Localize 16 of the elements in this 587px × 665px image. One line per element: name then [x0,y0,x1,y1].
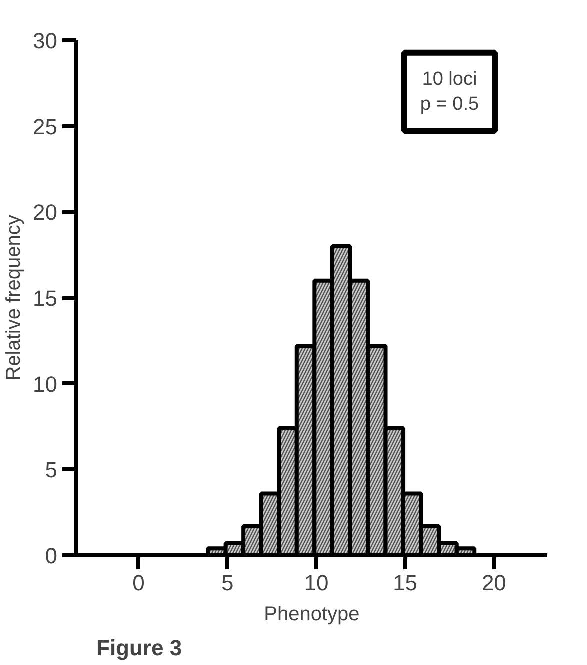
y-tick-label: 25 [33,114,58,140]
x-tick-label: 10 [304,570,329,596]
x-tick-label: 15 [393,570,418,596]
x-tick-label: 0 [132,570,145,596]
y-axis-title: Relative frequency [3,215,26,381]
x-tick-label: 20 [482,570,506,596]
y-tick-label: 0 [45,544,58,568]
annotation: 10 loci p = 0.5 [420,68,480,116]
y-tick-label: 20 [33,200,58,226]
y-tick-label: 30 [33,28,58,54]
caption: Figure 3 [96,636,182,660]
y-tick-label: 5 [45,458,58,483]
x-tick-label: 5 [221,570,234,596]
x-axis-title: Phenotype [264,604,360,626]
y-tick-label: 15 [33,286,58,311]
y-tick-label: 10 [33,372,58,397]
